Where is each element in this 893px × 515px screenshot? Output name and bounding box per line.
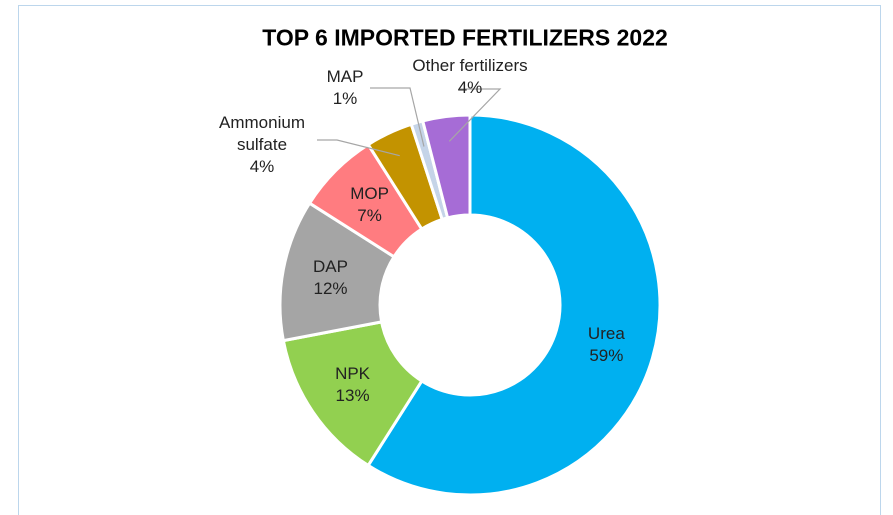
value-label: 4% — [249, 157, 275, 176]
category-label: DAP — [313, 257, 348, 277]
data-label: MAP 1% — [315, 66, 375, 110]
category-label: NPK — [335, 363, 371, 383]
value-label: 12% — [313, 279, 348, 299]
donut-slice — [366, 113, 662, 497]
value-label: 4% — [457, 78, 483, 97]
data-label: Other fertilizers 4% — [390, 55, 550, 99]
leader-line — [448, 88, 502, 142]
value-label: 59% — [589, 345, 624, 365]
chart-title: TOP 6 IMPORTED FERTILIZERS 2022 — [262, 24, 668, 51]
value-label: 13% — [335, 385, 370, 405]
donut-slice — [420, 113, 472, 220]
data-label: DAP 12% — [271, 256, 391, 300]
value-label: 1% — [332, 89, 358, 108]
category-label: Urea — [587, 323, 625, 343]
category-label: Ammonium sulfate — [219, 113, 305, 154]
data-label: MOP 7% — [310, 183, 430, 227]
category-label: Other fertilizers — [412, 56, 528, 75]
data-label: Urea 59% — [546, 323, 666, 367]
category-label: MAP — [326, 67, 364, 86]
data-label: Ammonium sulfate 4% — [202, 112, 322, 178]
value-label: 7% — [357, 205, 382, 225]
leader-line — [317, 139, 400, 157]
data-label: NPK 13% — [293, 363, 413, 407]
chart-frame — [18, 5, 881, 515]
category-label: MOP — [350, 183, 389, 203]
leader-line — [370, 87, 425, 147]
